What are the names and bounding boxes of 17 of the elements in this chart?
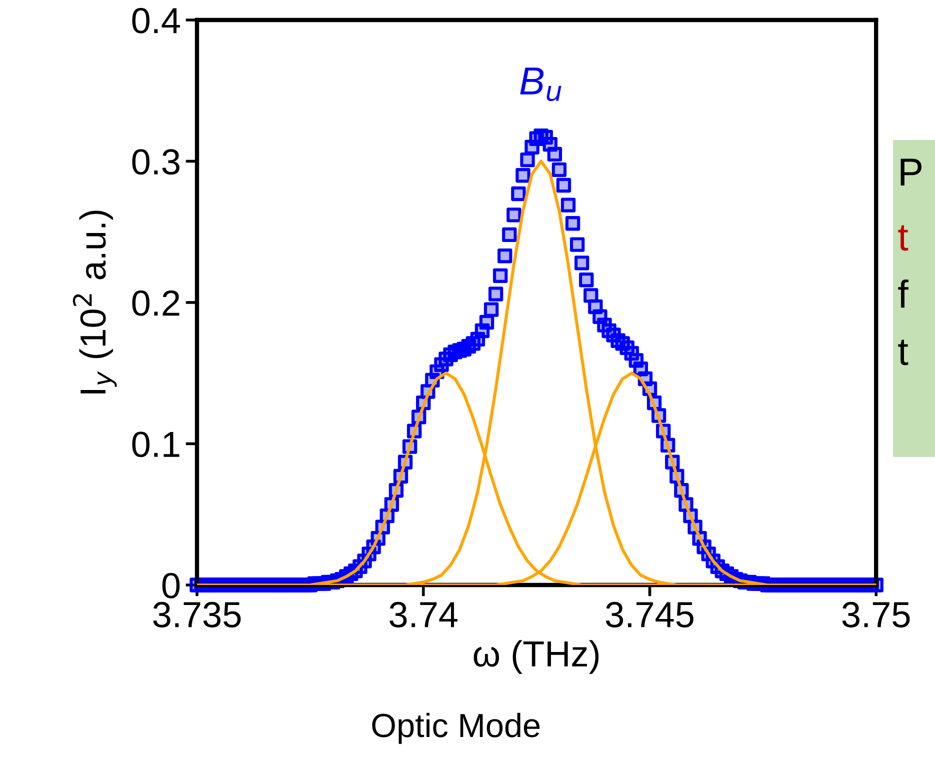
y-tick-label: 0.4 xyxy=(132,8,180,34)
y-axis-title: I$_{y}$ (10$^{2}$ a.u.) xyxy=(72,210,117,394)
text: Optic Mode xyxy=(372,712,540,744)
text: t xyxy=(898,225,908,251)
x-tick-label: 3.735 xyxy=(153,602,241,628)
text: P xyxy=(900,158,922,186)
annotation: B$_{u}$ xyxy=(520,68,562,102)
y-tick-label: 0 xyxy=(162,572,180,598)
x-axis-title: ω (THz) xyxy=(474,640,599,674)
y-tick-label: 0.1 xyxy=(132,432,180,458)
x-tick-label: 3.74 xyxy=(390,602,458,628)
x-tick-label: 3.745 xyxy=(606,602,694,628)
y-tick-label: 0.2 xyxy=(132,290,180,316)
x-tick-label: 3.75 xyxy=(842,602,910,628)
text: t xyxy=(898,340,908,366)
text: f xyxy=(898,279,908,308)
y-tick-label: 0.3 xyxy=(132,149,180,175)
